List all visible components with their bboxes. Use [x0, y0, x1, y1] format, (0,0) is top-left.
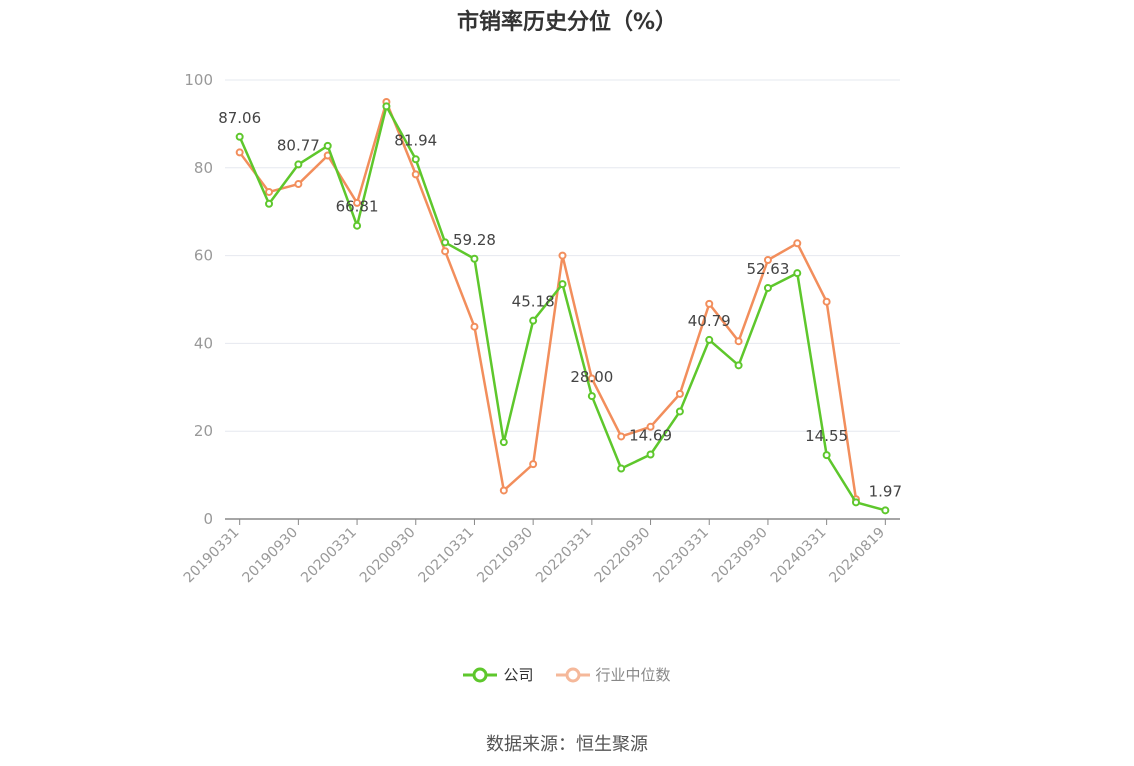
y-tick-label: 60	[194, 247, 213, 265]
x-tick-label: 20210930	[474, 525, 536, 587]
y-tick-label: 100	[184, 71, 213, 89]
x-tick-label: 20210331	[416, 525, 478, 587]
series-1-point	[470, 322, 479, 331]
series-0-point	[734, 361, 743, 370]
data-label: 59.28	[453, 231, 496, 249]
series-1-point	[675, 389, 684, 398]
legend-item-industry[interactable]: 行业中位数	[555, 664, 671, 685]
series-1-point	[793, 239, 802, 248]
series-1-point	[529, 460, 538, 469]
series-1-point	[558, 251, 567, 260]
series-0-point	[822, 451, 831, 460]
series-1-point	[411, 170, 420, 179]
series-1-point	[705, 299, 714, 308]
series-0-point	[382, 102, 391, 111]
x-tick-label: 20190331	[181, 525, 243, 587]
x-tick-label: 20230930	[709, 525, 771, 587]
data-label: 66.81	[336, 198, 379, 216]
x-tick-label: 20190930	[239, 525, 301, 587]
data-label: 40.79	[688, 312, 731, 330]
legend-industry-marker-icon	[555, 667, 590, 682]
series-1-point	[235, 148, 244, 157]
series-1-point	[646, 422, 655, 431]
series-1-point	[441, 247, 450, 256]
x-tick-label: 20220930	[592, 525, 654, 587]
series-0-point	[529, 316, 538, 325]
data-label: 1.97	[869, 482, 902, 500]
data-label: 14.69	[629, 427, 672, 445]
legend: 公司 行业中位数	[0, 664, 1134, 685]
y-tick-label: 0	[203, 510, 213, 528]
series-0-point	[881, 506, 890, 515]
x-tick-label: 20200331	[298, 525, 360, 587]
legend-company-marker-icon	[463, 667, 498, 682]
chart-title: 市销率历史分位（%）	[456, 10, 678, 35]
series-line-1	[238, 100, 858, 500]
series-0-point	[705, 335, 714, 344]
series-1-point	[617, 432, 626, 441]
data-label: 14.55	[805, 427, 848, 445]
series-0-point	[265, 199, 274, 208]
series-0-point	[470, 254, 479, 263]
series-0-point	[675, 407, 684, 416]
legend-label-industry: 行业中位数	[595, 666, 671, 684]
series-line-0	[238, 105, 886, 512]
series-1-point	[294, 180, 303, 189]
series-0-point	[294, 160, 303, 169]
legend-label-company: 公司	[503, 666, 534, 684]
data-label: 52.63	[746, 260, 789, 278]
series-1-point	[265, 187, 274, 196]
series-0-point	[851, 498, 860, 507]
y-tick-label: 80	[194, 159, 213, 177]
series-0-point	[617, 464, 626, 473]
x-tick-label: 20200930	[357, 525, 419, 587]
series-1-point	[499, 486, 508, 495]
series-0-point	[499, 438, 508, 447]
x-tick-label: 20240331	[768, 525, 830, 587]
series-0-point	[411, 155, 420, 164]
series-0-point	[235, 132, 244, 141]
series-1-point	[822, 297, 831, 306]
series-0-point	[646, 450, 655, 459]
series-1-point	[763, 255, 772, 264]
series-0-point	[441, 238, 450, 247]
data-label: 45.18	[512, 293, 555, 311]
y-tick-label: 20	[194, 422, 213, 440]
series-0-point	[323, 141, 332, 150]
series-0-point	[558, 280, 567, 289]
x-tick-label: 20230331	[650, 525, 712, 587]
series-1-point	[353, 198, 362, 207]
series-0-point	[353, 221, 362, 230]
data-label: 28.00	[570, 368, 613, 386]
x-tick-label: 20240819	[826, 525, 888, 587]
series-0-point	[793, 269, 802, 278]
legend-item-company[interactable]: 公司	[463, 664, 534, 685]
data-label: 80.77	[277, 136, 320, 154]
data-source: 数据来源：恒生聚源	[486, 734, 648, 755]
data-label: 81.94	[394, 131, 437, 149]
series-0-point	[763, 283, 772, 292]
series-0-point	[587, 392, 596, 401]
y-tick-label: 40	[194, 334, 213, 352]
data-label: 87.06	[218, 109, 261, 127]
series-1-point	[734, 337, 743, 346]
x-tick-label: 20220331	[533, 525, 595, 587]
series-1-point	[587, 374, 596, 383]
